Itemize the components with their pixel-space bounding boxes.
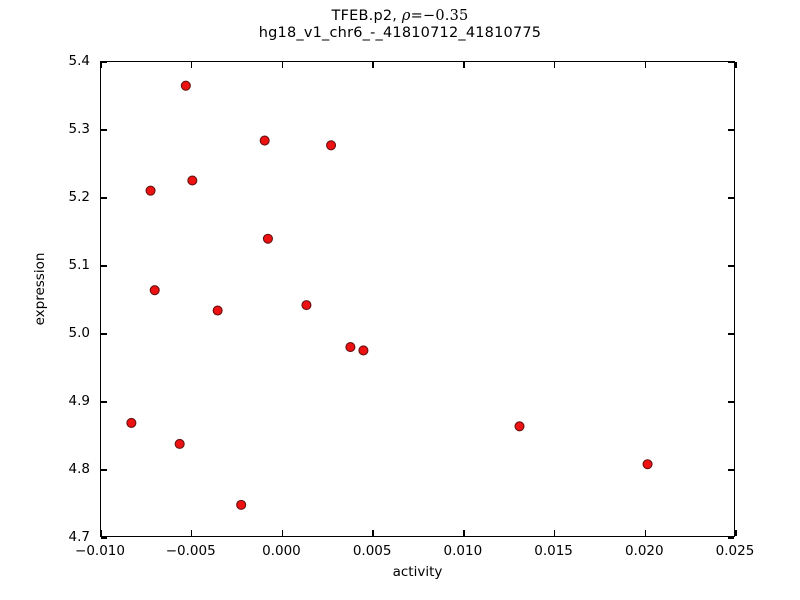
x-tick-mark <box>553 530 556 536</box>
y-tick-label: 5.0 <box>68 325 90 341</box>
x-tick-label: 0.010 <box>443 543 483 559</box>
scatter-point <box>358 345 369 356</box>
x-tick-mark-top <box>191 62 193 68</box>
chart-title-line-1: TFEB.p2, ρ=−0.35 <box>0 8 800 25</box>
y-tick-mark-right <box>728 61 734 63</box>
x-tick-label: −0.010 <box>75 543 125 559</box>
x-tick-mark-top <box>372 62 374 68</box>
y-tick-mark-right <box>728 469 734 471</box>
x-tick-mark-top <box>463 62 465 68</box>
y-tick-mark <box>101 129 107 131</box>
x-tick-mark <box>281 530 284 536</box>
scatter-points-layer <box>126 80 653 510</box>
y-tick-label: 4.7 <box>68 529 90 545</box>
x-tick-mark <box>463 530 465 536</box>
plot-axes-area <box>100 61 737 539</box>
scatter-point <box>345 342 356 353</box>
scatter-point <box>145 185 156 196</box>
y-axis-label: expression <box>32 252 48 326</box>
scatter-point <box>514 421 525 432</box>
scatter-point <box>174 438 185 449</box>
y-tick-mark <box>101 469 107 471</box>
x-axis-label: activity <box>392 564 443 580</box>
scatter-point <box>301 300 312 311</box>
y-tick-label: 5.3 <box>68 121 90 137</box>
x-tick-mark <box>735 530 737 536</box>
rho-value: −0.35 <box>423 8 469 24</box>
x-tick-label: 0.025 <box>715 543 755 559</box>
y-tick-mark <box>101 197 107 199</box>
y-tick-mark <box>101 401 107 403</box>
scatter-point <box>642 459 653 470</box>
y-tick-label: 5.2 <box>68 189 90 205</box>
x-tick-mark-top <box>100 62 102 68</box>
x-tick-mark-top <box>735 62 737 68</box>
y-tick-label: 4.8 <box>68 461 90 477</box>
y-tick-mark-right <box>728 333 734 335</box>
x-tick-label: −0.005 <box>165 543 216 559</box>
y-tick-mark-right <box>728 537 734 539</box>
x-tick-mark-top <box>281 62 284 68</box>
x-tick-label: 0.000 <box>262 543 301 559</box>
scatter-point <box>326 140 337 151</box>
x-tick-mark-top <box>553 62 556 68</box>
y-tick-mark <box>101 265 107 267</box>
scatter-point <box>126 417 137 428</box>
y-tick-label: 4.9 <box>68 393 90 409</box>
scatter-point <box>236 499 247 510</box>
chart-title-prefix: TFEB.p2, <box>331 8 402 24</box>
x-tick-mark <box>372 530 374 536</box>
y-tick-mark-right <box>728 265 734 267</box>
y-tick-mark <box>101 537 107 539</box>
y-tick-mark-right <box>728 129 734 131</box>
x-tick-mark <box>100 530 102 536</box>
x-tick-mark <box>644 530 646 536</box>
scatter-point <box>187 175 198 186</box>
scatter-point <box>180 80 191 91</box>
rho-equals: = <box>410 8 424 24</box>
y-tick-mark <box>101 333 107 335</box>
scatter-point <box>259 135 270 146</box>
scatter-point <box>212 305 223 316</box>
x-tick-mark-top <box>644 62 646 68</box>
y-tick-mark-right <box>728 197 734 199</box>
y-tick-mark <box>101 61 107 63</box>
rho-symbol: ρ <box>401 8 411 24</box>
scatter-point <box>262 233 273 244</box>
x-tick-label: 0.015 <box>534 543 573 559</box>
y-tick-label: 5.1 <box>68 257 90 273</box>
scatter-point <box>149 285 160 296</box>
y-tick-label: 5.4 <box>68 53 90 69</box>
x-tick-label: 0.020 <box>624 543 664 559</box>
chart-title-line-2: hg18_v1_chr6_-_41810712_41810775 <box>258 25 542 42</box>
x-tick-mark <box>191 530 193 536</box>
y-tick-mark-right <box>728 401 734 403</box>
x-tick-label: 0.005 <box>352 543 392 559</box>
chart-title: TFEB.p2, ρ=−0.35 hg18_v1_chr6_-_41810712… <box>0 8 800 42</box>
